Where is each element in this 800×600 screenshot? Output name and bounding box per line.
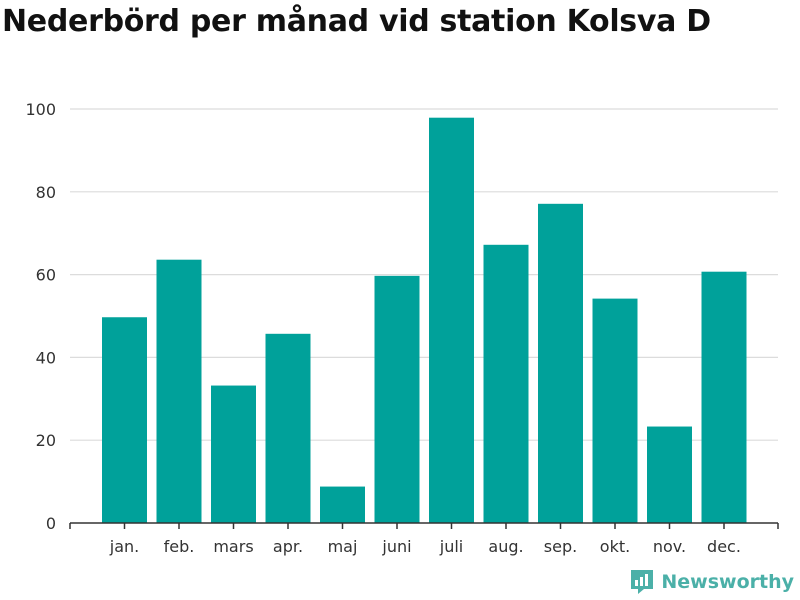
bar: [647, 426, 692, 523]
bar: [429, 117, 474, 523]
x-tick-label: juli: [439, 537, 463, 556]
y-tick-label: 0: [46, 514, 56, 533]
x-tick-label: juni: [381, 537, 411, 556]
bar: [211, 385, 256, 523]
x-tick-label: sep.: [544, 537, 577, 556]
bar: [265, 333, 311, 523]
bar: [538, 203, 583, 523]
x-tick-label: feb.: [164, 537, 195, 556]
bar: [592, 298, 638, 523]
y-tick-label: 80: [36, 183, 56, 202]
bar: [320, 486, 365, 523]
x-tick-label: nov.: [653, 537, 686, 556]
newsworthy-logo-icon: [631, 570, 654, 594]
x-tick-label: okt.: [600, 537, 630, 556]
axes: [69, 522, 779, 529]
chart-title: Nederbörd per månad vid station Kolsva D: [2, 4, 711, 39]
bar: [156, 259, 202, 523]
y-tick-labels: 0 20 40 60 80 100: [25, 100, 56, 533]
x-tick-label: aug.: [488, 537, 523, 556]
bar: [374, 275, 420, 523]
brand-name: Newsworthy: [661, 571, 794, 593]
y-tick-label: 60: [36, 266, 56, 285]
bar: [102, 317, 147, 523]
x-tick-label: apr.: [273, 537, 303, 556]
x-tick-labels: jan. feb. mars apr. maj juni juli aug. sep. okt. n…: [109, 537, 741, 556]
y-tick-label: 100: [25, 100, 56, 119]
x-tick-label: maj: [328, 537, 358, 556]
bars: [102, 117, 747, 524]
bar: [483, 244, 529, 524]
x-tick-label: jan.: [109, 537, 139, 556]
brand-logo: Newsworthy: [629, 568, 794, 596]
y-tick-label: 40: [36, 348, 56, 367]
x-tick-label: dec.: [707, 537, 741, 556]
y-tick-label: 20: [36, 431, 56, 450]
x-tick-label: mars: [213, 537, 253, 556]
bar: [701, 271, 747, 523]
